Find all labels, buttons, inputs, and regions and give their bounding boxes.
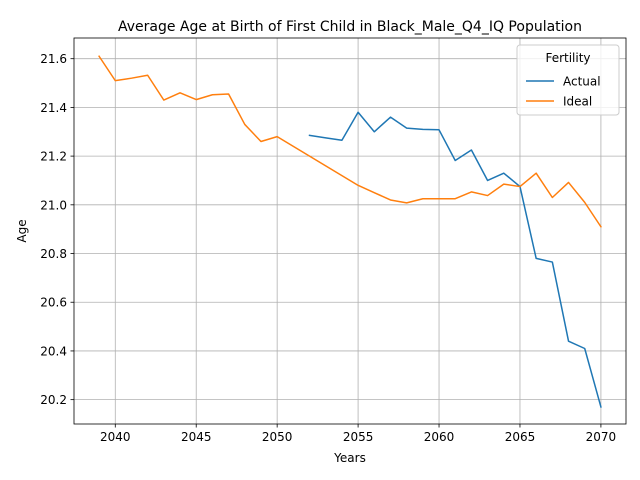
plot-area-frame xyxy=(73,37,627,425)
x-tick-label: 2065 xyxy=(505,430,536,444)
legend-box xyxy=(516,44,620,116)
series-line-ideal xyxy=(98,55,602,228)
tick-layer: 2040 2045 2050 2055 2060 2065 2070 20.2 20.4 20.6… xyxy=(40,52,616,444)
y-axis-title: Age xyxy=(15,219,29,242)
legend: Fertility Actual Ideal xyxy=(516,44,620,116)
y-tick-label: 21.0 xyxy=(40,198,67,212)
y-tick-label: 20.4 xyxy=(40,344,67,358)
x-axis-title: Years xyxy=(333,451,366,465)
y-tick-label: 21.2 xyxy=(40,150,67,164)
series-line-actual xyxy=(308,111,602,408)
x-tick-label: 2050 xyxy=(262,430,293,444)
grid-layer xyxy=(74,38,626,424)
x-tick-label: 2040 xyxy=(100,430,131,444)
y-tick-label: 20.2 xyxy=(40,393,67,407)
y-tick-label: 21.4 xyxy=(40,101,67,115)
y-tick-label: 21.6 xyxy=(40,52,67,66)
legend-label-actual: Actual xyxy=(563,75,601,89)
y-tick-label: 20.6 xyxy=(40,296,67,310)
chart-title: Average Age at Birth of First Child in B… xyxy=(118,19,582,35)
y-tick-label: 20.8 xyxy=(40,247,67,261)
series-layer xyxy=(98,55,602,408)
x-tick-label: 2045 xyxy=(181,430,212,444)
legend-title: Fertility xyxy=(545,51,590,65)
x-tick-label: 2055 xyxy=(343,430,374,444)
x-tick-label: 2070 xyxy=(586,430,617,444)
x-tick-label: 2060 xyxy=(424,430,455,444)
legend-label-ideal: Ideal xyxy=(563,95,592,109)
